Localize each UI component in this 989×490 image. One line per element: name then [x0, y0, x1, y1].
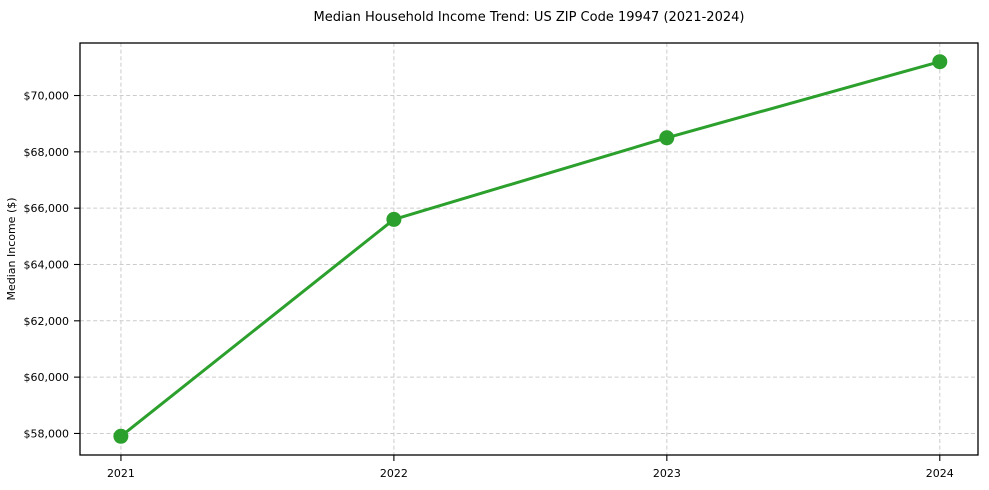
trend-line — [119, 60, 942, 438]
y-tick-label: $64,000 — [24, 258, 70, 271]
y-axis-label: Median Income ($) — [5, 197, 18, 300]
data-point-marker — [386, 211, 402, 227]
series-layer — [113, 54, 948, 444]
x-tick-label: 2022 — [380, 467, 408, 480]
y-tick-label: $68,000 — [24, 146, 70, 159]
data-point-marker — [113, 428, 129, 444]
x-tick-label: 2023 — [653, 467, 681, 480]
data-point-marker — [932, 54, 948, 70]
y-tick-label: $62,000 — [24, 315, 70, 328]
data-point-marker — [659, 130, 675, 146]
x-tick-label: 2024 — [926, 467, 954, 480]
plot-border — [79, 42, 979, 456]
y-tick-label: $66,000 — [24, 202, 70, 215]
y-tick-label: $58,000 — [24, 427, 70, 440]
y-tick-label: $70,000 — [24, 90, 70, 103]
x-tick-label: 2021 — [107, 467, 135, 480]
axis-layer: $58,000 $60,000 $62,000 $64,000 $66,000 $68,0… — [24, 42, 979, 480]
chart-title: Median Household Income Trend: US ZIP Co… — [314, 10, 745, 25]
y-tick-label: $60,000 — [24, 371, 70, 384]
grid-layer — [80, 43, 978, 455]
